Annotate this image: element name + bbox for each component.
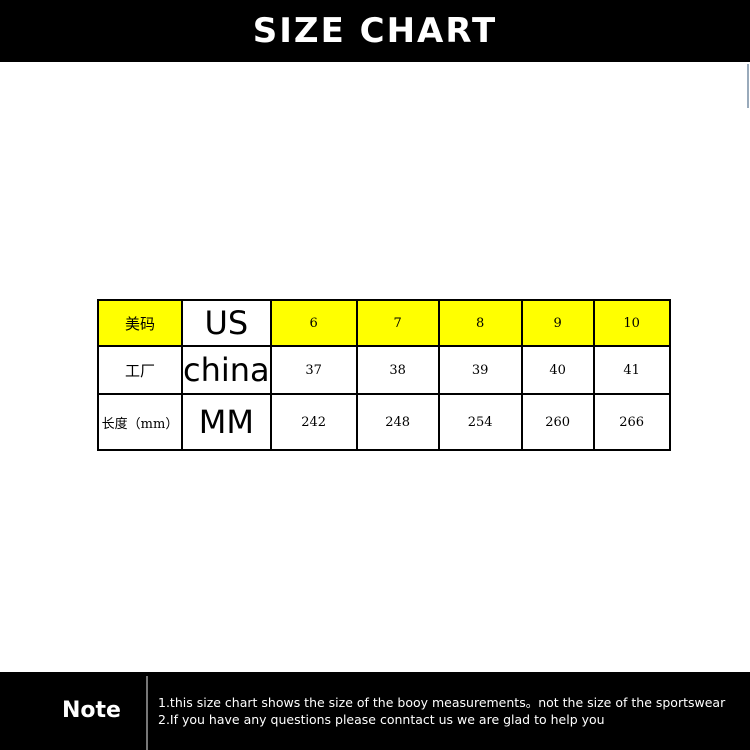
row-unit: MM [181, 393, 272, 451]
note-label: Note [62, 698, 121, 723]
table-cell: 7 [355, 299, 440, 347]
table-cell: 39 [437, 345, 523, 395]
table-cell: 248 [355, 393, 440, 451]
table-cell: 37 [269, 345, 358, 395]
table-cell: 40 [520, 345, 595, 395]
page-title: SIZE CHART [0, 0, 750, 62]
row-label: 工厂 [97, 345, 183, 395]
table-cell: 6 [269, 299, 358, 347]
note-line: 1.this size chart shows the size of the … [158, 695, 726, 710]
table-cell: 242 [269, 393, 358, 451]
row-label: 长度（mm） [97, 393, 183, 451]
table-row: 美码 US 6 7 8 9 10 [97, 299, 671, 347]
row-label: 美码 [97, 299, 183, 347]
note-line: 2.If you have any questions please connt… [158, 712, 605, 727]
note-lines: 1.this size chart shows the size of the … [158, 694, 725, 728]
divider [146, 676, 148, 750]
table-cell: 41 [592, 345, 671, 395]
table-cell: 254 [437, 393, 523, 451]
row-unit: US [181, 299, 272, 347]
table-cell: 38 [355, 345, 440, 395]
table-cell: 9 [520, 299, 595, 347]
table-cell: 266 [592, 393, 671, 451]
title-text: SIZE CHART [252, 11, 498, 51]
row-unit: china [181, 345, 272, 395]
table-cell: 260 [520, 393, 595, 451]
table-row: 工厂 china 37 38 39 40 41 [97, 345, 671, 395]
table-row: 长度（mm） MM 242 248 254 260 266 [97, 393, 671, 451]
note-footer: Note 1.this size chart shows the size of… [0, 672, 750, 750]
size-table: 美码 US 6 7 8 9 10 工厂 china 37 38 39 40 41… [97, 299, 671, 451]
table-cell: 10 [592, 299, 671, 347]
table-cell: 8 [437, 299, 523, 347]
edge-line [747, 64, 749, 108]
